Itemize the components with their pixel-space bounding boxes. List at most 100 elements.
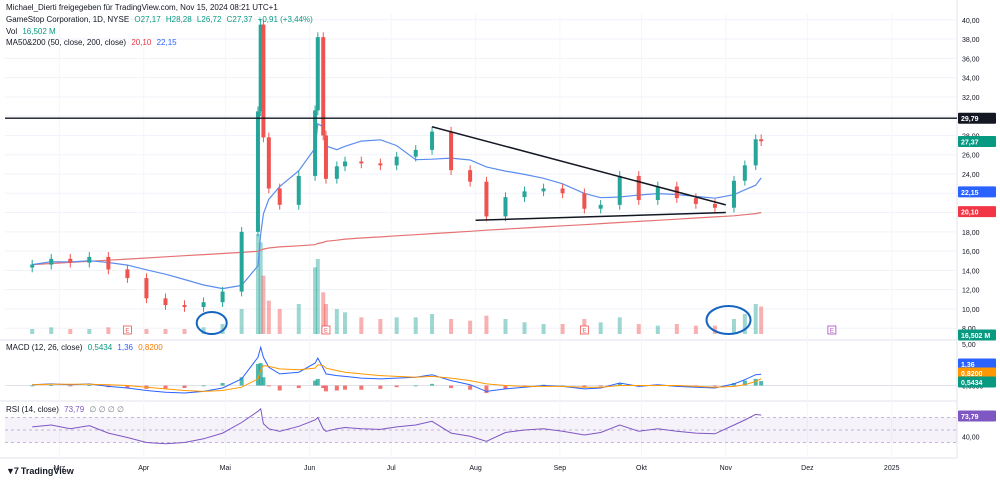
axis-price-label-bg <box>958 206 996 218</box>
earnings-marker-box <box>123 325 132 335</box>
macd-histogram-bar <box>343 385 347 390</box>
macd-histogram-bar <box>258 363 263 386</box>
rsi-label: RSI (14, close) <box>6 405 59 414</box>
candle-body <box>68 258 73 263</box>
volume-bar <box>541 324 546 334</box>
candle-body <box>313 110 318 176</box>
axis-price-label-text: 20,10 <box>961 210 979 217</box>
candle-body <box>106 256 111 270</box>
volume-bar <box>449 319 454 334</box>
candle-body <box>449 131 454 171</box>
rsi-legend[interactable]: RSI (14, close) 73,79 ∅ ∅ ∅ ∅ <box>6 405 127 414</box>
ma-label: MA50&200 (50, close, 200, close) <box>6 38 127 47</box>
candle-body <box>598 204 603 209</box>
candle-body <box>144 278 149 299</box>
price-tick-label: 12,00 <box>962 288 980 295</box>
candle-body <box>731 180 736 208</box>
price-tick-label: 32,00 <box>962 95 980 102</box>
earnings-marker-label: E <box>582 329 586 335</box>
volume-bar <box>49 327 54 334</box>
time-tick-label: Dez <box>801 465 814 472</box>
macd-histogram-bar <box>394 385 399 388</box>
volume-bar <box>712 325 717 334</box>
moving-averages <box>32 122 762 290</box>
macd-label: MACD (12, 26, close) <box>6 343 83 352</box>
volume-bar <box>315 259 320 334</box>
candle-body <box>277 188 282 205</box>
candle-body <box>468 170 473 182</box>
volume-bar <box>503 319 508 334</box>
earnings-marker-box <box>321 325 331 335</box>
candle-body <box>541 188 546 192</box>
triangle-lower-line <box>475 211 726 222</box>
macd-legend[interactable]: MACD (12, 26, close) 0,5434 1,36 0,8200 <box>6 343 166 352</box>
axis-price-label-text: 0,5434 <box>961 380 983 387</box>
tradingview-logo-icon: ▼7 <box>6 466 19 476</box>
axis-price-label-text: 27,37 <box>961 140 979 147</box>
volume-value: 16,502 M <box>22 27 56 36</box>
volume-bar <box>323 304 328 334</box>
macd-signal-value: 0,8200 <box>138 343 163 352</box>
earnings-marker-label: E <box>324 329 328 335</box>
candle-body <box>266 137 271 189</box>
price-tick-label: 14,00 <box>962 268 980 275</box>
volume-bar <box>261 275 266 334</box>
candle-body <box>323 135 328 179</box>
time-tick-label: Jul <box>387 465 396 472</box>
symbol-legend[interactable]: GameStop Corporation, 1D, NYSE O27,17 H2… <box>6 15 316 24</box>
volume-bar <box>484 315 489 334</box>
time-tick-label: Mai <box>220 465 232 472</box>
macd-hist-value: 0,5434 <box>87 343 113 352</box>
candle-body <box>522 191 527 198</box>
candle-body <box>503 197 508 217</box>
ma50-line <box>32 122 762 290</box>
macd-histogram-bar <box>277 385 282 391</box>
close-value: C27,37 <box>226 15 253 24</box>
candle-body <box>759 139 764 142</box>
time-tick-label: Sep <box>554 465 567 472</box>
macd-histogram-bar <box>334 385 339 391</box>
axis-price-label: 16,502 M <box>958 329 996 341</box>
rsi-tick-label: 40,00 <box>962 434 980 441</box>
volume-bar <box>68 329 73 334</box>
volume-bar <box>378 319 383 334</box>
price-tick-label: 24,00 <box>962 172 980 179</box>
candle-body <box>201 302 206 308</box>
earnings-marker-box <box>827 325 837 335</box>
macd-histogram-bar <box>430 383 435 386</box>
macd-histogram-bar <box>484 385 489 394</box>
axis-price-label-text: 0,8200 <box>961 371 983 378</box>
candle-body <box>430 131 435 150</box>
axis-price-label-bg <box>958 112 996 124</box>
macd-histogram-bar <box>449 385 454 389</box>
time-tick-label: Aug <box>469 465 482 472</box>
high-value: H28,28 <box>165 15 192 24</box>
axis-price-label: 22,15 <box>958 186 996 198</box>
candle-layer <box>30 19 764 312</box>
macd-histogram-bar <box>49 385 54 386</box>
macd-histogram-bar <box>321 385 326 389</box>
volume-bar <box>277 309 282 334</box>
volume-bar <box>182 329 187 334</box>
macd-histogram-bar <box>255 363 260 386</box>
volume-bar <box>430 314 435 334</box>
earnings-marker-label: E <box>125 329 129 335</box>
volume-bar <box>296 304 301 334</box>
ma50-value: 22,15 <box>156 38 177 47</box>
macd-histogram-bar <box>468 385 473 390</box>
candle-body <box>394 156 399 166</box>
time-tick-label: Nov <box>720 465 733 472</box>
candle-body <box>413 149 418 157</box>
macd-histogram-bar <box>30 385 35 387</box>
macd-histogram-bar <box>617 383 622 386</box>
ma-legend[interactable]: MA50&200 (50, close, 200, close) 20,10 2… <box>6 38 180 47</box>
price-tick-label: 40,00 <box>962 18 980 25</box>
volume-bar <box>343 312 347 334</box>
macd-histogram-bar <box>413 385 418 387</box>
axis-price-label: 20,10 <box>958 206 996 218</box>
tradingview-logo[interactable]: ▼7 TradingView <box>6 466 74 476</box>
macd-histogram-bar <box>753 378 758 386</box>
volume-legend[interactable]: Vol 16,502 M <box>6 27 59 36</box>
